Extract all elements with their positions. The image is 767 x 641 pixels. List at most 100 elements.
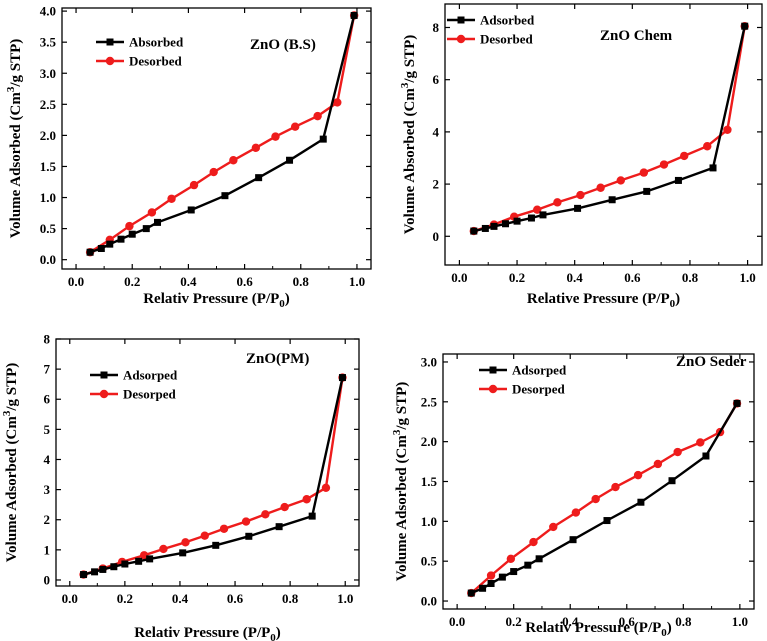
legend-label-adsorbed: Adsorbed xyxy=(480,13,535,28)
y-tick-label: 4 xyxy=(44,452,51,467)
x-tick-label: 0.6 xyxy=(227,591,244,606)
legend-label-absorbed: Absorbed xyxy=(129,35,184,50)
y-tick-label: 3 xyxy=(44,482,51,497)
data-point-adsorped xyxy=(146,555,153,562)
data-point-desorbed xyxy=(313,112,321,120)
chart-title: ZnO (B.S) xyxy=(250,37,316,53)
data-point-adsorbed xyxy=(574,205,581,212)
chart-zno-bs: 0.0 0.2 0.4 0.6 0.8 1.00.00.51.01.52.02.53.03… xyxy=(5,4,371,310)
data-point-adsorped xyxy=(637,499,644,506)
data-point-desorbed xyxy=(252,144,260,152)
y-tick-label: 6 xyxy=(44,392,51,407)
y-tick-label: 0.5 xyxy=(421,554,438,569)
data-point-desorbed xyxy=(209,168,217,176)
data-point-desorbed xyxy=(596,184,604,192)
x-axis-label-tail: ) xyxy=(667,620,672,636)
legend-label-adsorped: Adsorped xyxy=(123,368,178,383)
data-point-desorped xyxy=(280,503,288,511)
legend-marker-adsorped xyxy=(101,372,108,379)
data-point-adsorped xyxy=(669,477,676,484)
data-point-desorbed xyxy=(333,98,341,106)
data-point-adsorped xyxy=(339,374,346,381)
data-point-adsorbed xyxy=(490,223,497,230)
x-tick-label: 0.2 xyxy=(506,614,522,629)
data-point-absorbed xyxy=(320,136,327,143)
y-axis-label-main: Volume Adsorbed (Cm xyxy=(8,92,24,239)
series-line-adsorped xyxy=(471,403,737,593)
x-tick-label: 0.8 xyxy=(282,591,299,606)
data-point-absorbed xyxy=(255,174,262,181)
data-point-desorped xyxy=(322,484,330,492)
data-point-absorbed xyxy=(106,241,113,248)
data-point-desorbed xyxy=(125,222,133,230)
y-axis-label: Volume Absorbed (Cm3/g STP) xyxy=(399,35,418,235)
data-point-adsorbed xyxy=(675,177,682,184)
data-point-adsorped xyxy=(135,558,142,565)
data-point-adsorped xyxy=(80,571,87,578)
data-point-desorbed xyxy=(148,208,156,216)
y-tick-label: 7 xyxy=(44,362,51,377)
chart-title: ZnO(PM) xyxy=(246,351,309,367)
y-tick-label: 3.5 xyxy=(40,35,57,50)
x-tick-label: 0.6 xyxy=(624,270,641,285)
data-point-adsorped xyxy=(524,562,531,569)
y-tick-label: 0 xyxy=(44,572,51,587)
y-axis-label-tail: /g STP) xyxy=(402,35,418,84)
data-point-adsorbed xyxy=(502,220,509,227)
x-tick-label: 0.0 xyxy=(449,614,465,629)
data-point-desorped xyxy=(591,495,599,503)
legend-label-desorped: Desorped xyxy=(512,382,565,397)
y-axis-label-main: Volume Adsorbed (Cm xyxy=(394,435,410,582)
data-point-adsorped xyxy=(91,568,98,575)
y-tick-label: 8 xyxy=(433,20,440,35)
legend-marker-desorbed xyxy=(457,35,465,43)
data-point-desorped xyxy=(261,510,269,518)
data-point-adsorbed xyxy=(482,225,489,232)
y-axis-label-main: Volume Adsorbed (Cm xyxy=(4,416,20,563)
data-point-absorbed xyxy=(351,12,358,19)
data-point-desorbed xyxy=(680,152,688,160)
x-tick-label: 0.2 xyxy=(117,591,133,606)
x-axis-label: Relativ Pressure (P/P0) xyxy=(143,291,290,310)
legend-label-adsorped: Adsorped xyxy=(512,363,567,378)
data-point-desorbed xyxy=(723,126,731,134)
y-tick-label: 2 xyxy=(433,177,440,192)
data-point-adsorbed xyxy=(514,218,521,225)
data-point-adsorped xyxy=(468,590,475,597)
data-point-desorped xyxy=(634,471,642,479)
x-tick-label: 1.0 xyxy=(732,614,748,629)
legend-marker-desorped xyxy=(489,385,497,393)
data-point-adsorbed xyxy=(643,188,650,195)
data-point-adsorped xyxy=(536,555,543,562)
x-tick-label: 0.0 xyxy=(62,591,78,606)
data-point-adsorped xyxy=(110,563,117,570)
data-point-adsorbed xyxy=(528,215,535,222)
data-point-adsorped xyxy=(479,585,486,592)
data-point-adsorped xyxy=(702,453,709,460)
chart-zno-pm: 0.0 0.2 0.4 0.6 0.8 1.0012345678Relativ Press… xyxy=(1,332,359,641)
data-point-adsorped xyxy=(276,523,283,530)
y-tick-label: 2.5 xyxy=(421,394,438,409)
x-tick-label: 0.2 xyxy=(124,274,140,289)
x-tick-label: 1.0 xyxy=(337,591,353,606)
y-axis-label-tail: /g STP) xyxy=(394,382,410,431)
y-tick-label: 5 xyxy=(44,422,51,437)
series-line-desorped xyxy=(471,403,737,593)
x-axis-label-main: Relativ Pressure (P/P xyxy=(134,625,270,641)
data-point-desorped xyxy=(549,523,557,531)
data-point-absorbed xyxy=(221,192,228,199)
y-tick-label: 6 xyxy=(433,72,440,87)
data-point-desorbed xyxy=(640,168,648,176)
y-tick-label: 0.0 xyxy=(40,252,56,267)
y-axis-label: Volume Adsorbed (Cm3/g STP) xyxy=(5,39,24,239)
x-tick-label: 0.2 xyxy=(509,270,525,285)
y-tick-label: 0.0 xyxy=(421,594,437,609)
data-point-absorbed xyxy=(129,231,136,238)
data-point-adsorped xyxy=(488,580,495,587)
data-point-desorbed xyxy=(229,156,237,164)
y-tick-label: 2 xyxy=(44,512,51,527)
y-tick-label: 2.0 xyxy=(421,434,437,449)
data-point-desorped xyxy=(529,538,537,546)
data-point-desorped xyxy=(654,460,662,468)
data-point-desorbed xyxy=(660,160,668,168)
